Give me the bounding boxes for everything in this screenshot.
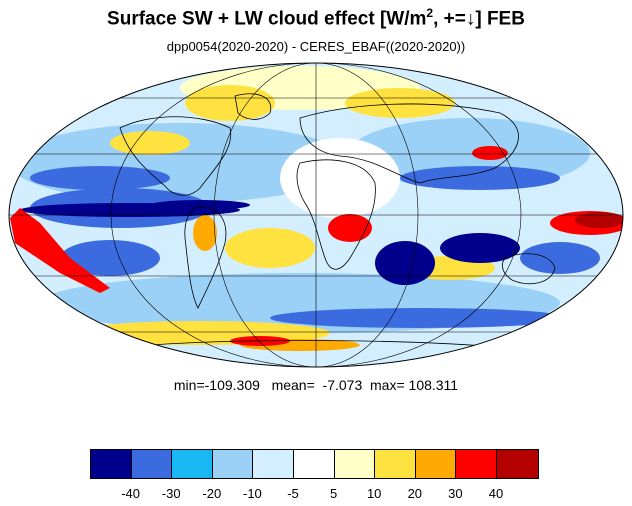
colorbar-tick-label: 40: [488, 486, 504, 501]
colorbar-tick-label: 5: [329, 486, 338, 501]
colorbar-tick-label: -10: [242, 486, 262, 501]
colorbar-tick-label: -40: [121, 486, 140, 501]
field-pacific-sw-dark: [520, 242, 600, 274]
field-eastasia-red: [472, 146, 508, 160]
field-indian-dark: [375, 241, 435, 285]
map-statistics: min=-109.309 mean= -7.073 max= 108.311: [173, 377, 459, 393]
coast-africa: [296, 159, 376, 270]
colorbar-box: [253, 450, 294, 478]
field-namerica-yellow: [110, 131, 190, 155]
globe-outline: [8, 62, 624, 368]
colorbar: [90, 449, 539, 479]
colorbar-box: [131, 450, 173, 478]
colorbar-tick-label: 30: [448, 486, 463, 501]
field-samerica-red: [193, 215, 217, 251]
map-title: Surface SW + LW cloud effect [W/m2, +=↓]…: [107, 6, 525, 30]
coastlines: [119, 93, 556, 349]
mollweide-map: [8, 62, 624, 368]
field-atlantic-yellow: [225, 228, 315, 268]
colorbar-tick-label: 10: [366, 486, 382, 501]
coast-north-america: [119, 116, 232, 196]
colorbar-box: [172, 450, 213, 478]
field-pacific-darkred: [575, 212, 623, 228]
colorbar-box: [293, 450, 335, 478]
field-africa-neutral: [280, 138, 400, 218]
coast-greenland: [234, 93, 272, 120]
field-south-pac-blue: [60, 240, 160, 276]
field-siberia-yellow: [345, 88, 455, 118]
field-indian-dark-2: [440, 233, 520, 263]
colorbar-tick-label: -30: [161, 486, 181, 501]
graticule: [9, 63, 623, 367]
field-nh-mid-blue-w: [30, 166, 170, 190]
coast-antarctica: [119, 340, 511, 349]
colorbar-box: [496, 450, 538, 478]
field-pacific-red-west: [10, 208, 110, 293]
coast-south-america: [184, 206, 227, 309]
colorbar-box: [456, 450, 497, 478]
colorbar-tick-label: -20: [202, 486, 222, 501]
coast-australia: [501, 253, 556, 285]
colorbar-tick-label: 20: [407, 486, 423, 501]
colorbar-box: [91, 450, 132, 478]
field-itcz-dark-2: [150, 200, 250, 210]
coast-eurasia: [299, 103, 519, 184]
field-nh-mid-blue: [400, 166, 560, 190]
map-subtitle: dpp0054(2020-2020) - CERES_EBAF((2020-20…: [166, 39, 466, 54]
colorbar-box: [415, 450, 457, 478]
colorbar-box: [375, 450, 416, 478]
colorbar-box: [212, 450, 254, 478]
colorbar-box: [334, 450, 376, 478]
colorbar-tick-label: -5: [287, 486, 299, 501]
field-southern-blue: [270, 308, 570, 328]
field-africa-red: [328, 214, 372, 242]
